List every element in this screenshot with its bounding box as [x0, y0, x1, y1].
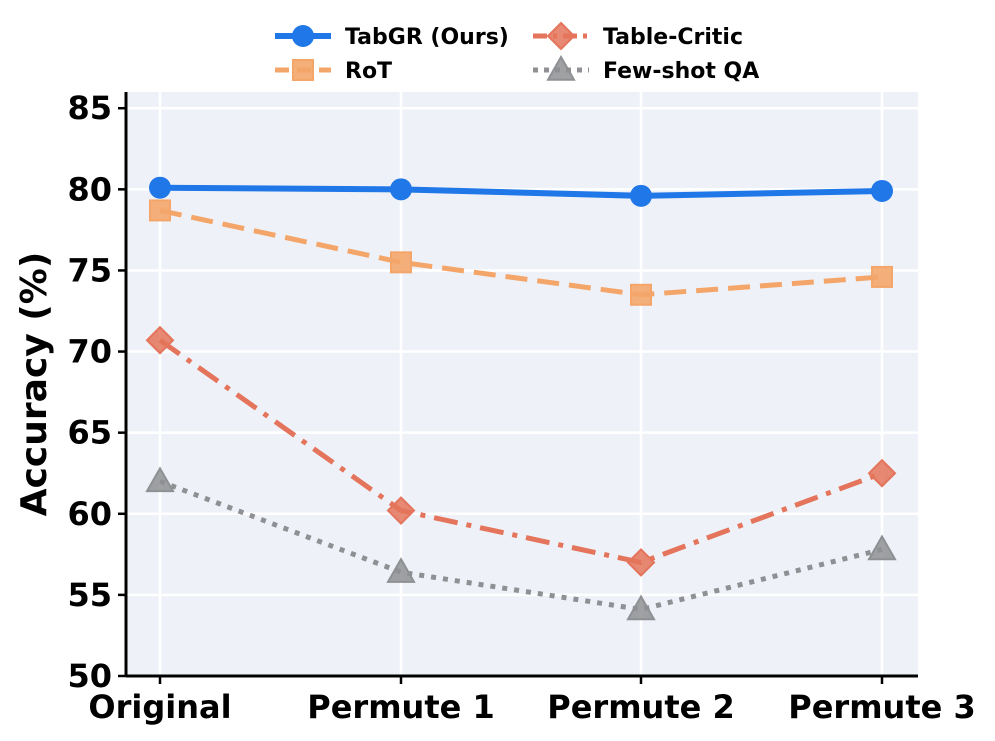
data-point [871, 179, 893, 202]
legend-entry: Few-shot QA [533, 54, 759, 84]
x-tick-label: Permute 1 [307, 688, 494, 726]
y-tick-label: 60 [67, 495, 112, 533]
data-point [626, 548, 656, 577]
legend: TabGR (Ours) RoT Table-Critic Few-shot QA [275, 21, 759, 84]
y-axis-title: Accuracy (%) [14, 252, 55, 517]
series-rot [149, 199, 893, 306]
series-line [159, 207, 883, 298]
data-point [867, 534, 897, 561]
y-tick-label: 50 [67, 657, 112, 695]
data-point [626, 594, 656, 621]
legend-label: Table-Critic [603, 25, 743, 50]
y-ticks: 50 55 60 65 70 75 80 85 [67, 89, 126, 695]
data-point [390, 178, 412, 201]
legend-entry: RoT [275, 59, 392, 84]
legend-label: RoT [345, 59, 392, 84]
x-ticks: Original Permute 1 Permute 2 Permute 3 [88, 676, 976, 726]
x-tick-label: Original [88, 688, 231, 726]
legend-entry: Table-Critic [533, 21, 743, 51]
legend-label: Few-shot QA [603, 59, 759, 84]
data-point [149, 199, 171, 222]
data-point [145, 325, 175, 355]
y-tick-label: 80 [67, 170, 112, 208]
data-point [630, 184, 652, 207]
data-point [386, 496, 416, 525]
series-tabgr-ours [149, 176, 893, 207]
series-group [145, 176, 897, 621]
y-tick-label: 55 [67, 576, 112, 614]
legend-marker [546, 54, 576, 81]
y-tick-label: 70 [67, 333, 112, 371]
series-table-critic [145, 325, 897, 577]
legend-marker [546, 21, 576, 51]
series-line [159, 478, 883, 612]
x-tick-label: Permute 2 [547, 688, 734, 726]
y-tick-label: 85 [67, 89, 112, 127]
data-point [145, 466, 175, 493]
data-point [630, 283, 652, 306]
data-point [871, 265, 893, 288]
x-tick-label: Permute 3 [788, 688, 975, 726]
legend-label: TabGR (Ours) [345, 25, 509, 50]
series-few-shot-qa [145, 466, 897, 621]
plot-area [126, 92, 918, 676]
legend-marker [292, 59, 314, 81]
legend-marker [292, 25, 314, 47]
y-tick-label: 75 [67, 251, 112, 289]
data-point [867, 458, 897, 488]
data-point [390, 251, 412, 274]
series-line [159, 184, 883, 199]
y-tick-label: 65 [67, 414, 112, 452]
legend-entry: TabGR (Ours) [275, 25, 509, 50]
series-line [158, 338, 883, 565]
data-point [149, 176, 171, 199]
data-point [386, 557, 416, 583]
